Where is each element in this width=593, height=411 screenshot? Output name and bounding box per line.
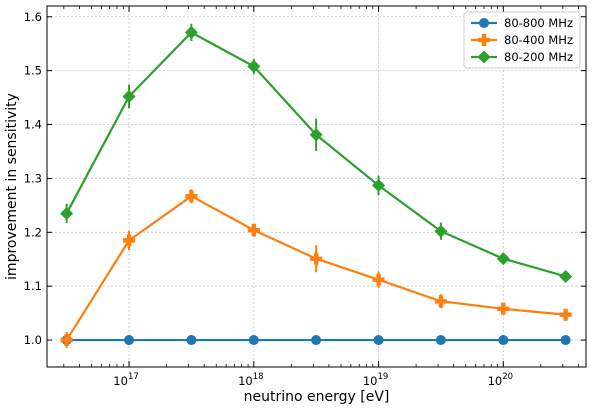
series-layer (60, 23, 573, 349)
plot-frame (46, 5, 587, 368)
marker-diamond (309, 128, 323, 142)
y-tick-label: 1.0 (24, 333, 42, 347)
marker-circle (498, 335, 509, 346)
marker-diamond (122, 90, 136, 104)
marker-diamond (60, 206, 74, 220)
marker-circle (560, 335, 571, 346)
legend-label: 80-200 MHz (504, 50, 573, 64)
marker-cross (434, 295, 447, 308)
marker-cross (310, 252, 323, 265)
legend-label: 80-400 MHz (504, 33, 573, 47)
marker-circle (479, 18, 489, 28)
series-1 (60, 189, 572, 349)
marker-cross (372, 273, 385, 286)
marker-cross (123, 234, 136, 247)
x-tick-label: 1017 (113, 372, 138, 388)
marker-cross (478, 34, 490, 46)
marker-diamond (247, 59, 261, 73)
marker-cross (60, 334, 73, 347)
y-tick-label: 1.1 (24, 279, 42, 293)
marker-cross (497, 302, 510, 315)
y-tick-label: 1.3 (24, 171, 42, 185)
series-2 (60, 23, 573, 283)
x-tick-label: 1020 (488, 372, 513, 388)
marker-circle (373, 335, 384, 346)
marker-diamond (184, 25, 198, 39)
marker-cross (247, 224, 260, 237)
series-0 (61, 335, 571, 346)
marker-diamond (434, 224, 448, 238)
legend-box (463, 11, 581, 69)
y-tick-label: 1.4 (24, 118, 42, 132)
x-axis-label: neutrino energy [eV] (244, 389, 390, 405)
marker-diamond (372, 178, 386, 192)
marker-diamond (477, 50, 491, 64)
marker-circle (124, 335, 135, 346)
x-tick-label: 1018 (238, 372, 263, 388)
y-tick-label: 1.5 (24, 64, 42, 78)
legend-label: 80-800 MHz (504, 16, 573, 30)
marker-circle (186, 335, 197, 346)
marker-cross (559, 308, 572, 321)
legend: 80-800 MHz 80-400 MHz 80-200 MHz (463, 11, 581, 69)
y-tick-label: 1.6 (24, 10, 42, 24)
y-tick-label: 1.2 (24, 225, 42, 239)
marker-circle (248, 335, 259, 346)
y-axis-label: improvement in sensitivity (4, 93, 20, 280)
ticks: 1.0 1.1 1.2 1.3 1.4 1.5 1.6 1017 1018 1019 1020 (24, 6, 586, 388)
marker-circle (435, 335, 446, 346)
marker-diamond (559, 269, 573, 283)
marker-diamond (496, 252, 510, 266)
x-tick-label: 1019 (363, 372, 388, 388)
marker-circle (311, 335, 322, 346)
marker-cross (185, 190, 198, 203)
